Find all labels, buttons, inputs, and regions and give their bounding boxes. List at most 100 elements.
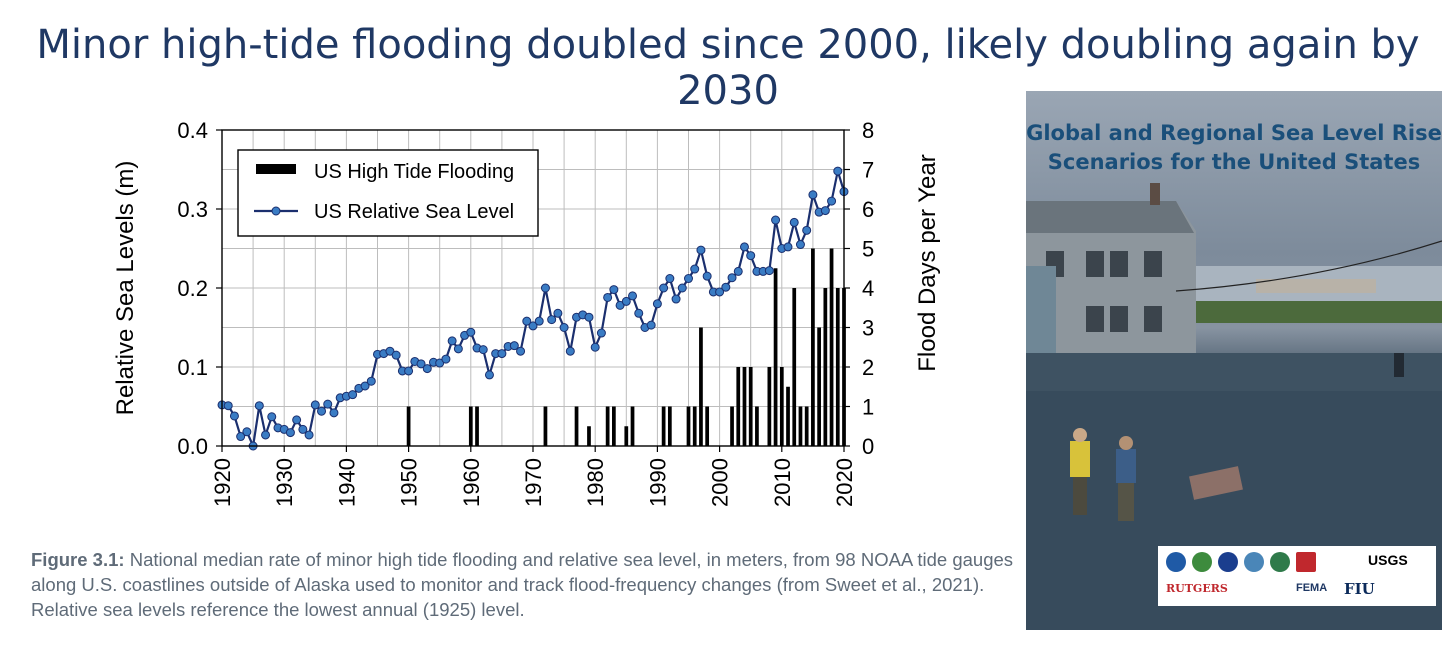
y2-tick-label: 7: [862, 158, 874, 183]
flood-bar: [705, 406, 710, 446]
sea-level-point: [746, 251, 756, 261]
agency-logo-strip: USGS RUTGERS FEMA FIU: [1158, 546, 1436, 606]
x-tick-label: 2020: [832, 458, 857, 507]
sea-level-point: [771, 215, 781, 225]
epa-logo-icon: [1192, 552, 1212, 572]
army-corps-logo-icon: [1296, 552, 1316, 572]
sea-level-point: [596, 328, 606, 338]
sea-level-point: [292, 415, 302, 425]
flood-bar: [699, 327, 703, 446]
sea-level-point: [223, 401, 233, 411]
sea-level-point: [789, 217, 799, 227]
sea-level-point: [323, 399, 333, 409]
y-tick-label: 0.0: [177, 434, 208, 459]
sea-level-point: [603, 292, 613, 302]
chart-legend: US High Tide Flooding US Relative Sea Lev…: [237, 149, 539, 237]
flood-bar: [661, 406, 666, 446]
flood-bar: [773, 268, 778, 446]
sea-level-point: [553, 308, 563, 318]
sea-level-point: [615, 300, 625, 310]
sea-level-point: [652, 299, 662, 309]
sea-level-point: [696, 245, 706, 255]
sea-level-point: [385, 346, 395, 356]
fiu-logo: FIU: [1344, 580, 1375, 598]
sea-level-point: [509, 341, 519, 351]
sea-level-point: [416, 359, 426, 369]
legend-label-sea-level: US Relative Sea Level: [314, 201, 514, 223]
rutgers-logo: RUTGERS: [1166, 582, 1228, 595]
x-tick-label: 1960: [459, 458, 484, 507]
flood-bar: [767, 367, 772, 446]
headline: Minor high-tide flooding doubled since 2…: [36, 22, 1420, 114]
sea-level-point: [435, 358, 445, 368]
flood-bar: [730, 406, 734, 446]
sea-level-point: [665, 274, 675, 284]
flood-bar: [468, 406, 473, 446]
flood-bar: [804, 406, 809, 446]
sea-level-point: [559, 323, 569, 332]
cover-title: Global and Regional Sea Level Rise Scena…: [1026, 119, 1442, 177]
sea-level-point: [329, 408, 339, 418]
flood-bar: [823, 288, 828, 446]
sea-level-point: [422, 364, 432, 374]
flood-bar: [667, 406, 672, 446]
x-tick-label: 1990: [645, 458, 670, 507]
sea-level-point: [528, 321, 538, 331]
sea-level-point: [721, 282, 731, 292]
flood-bar: [829, 248, 834, 446]
sea-level-point: [317, 406, 327, 416]
flood-bar: [611, 406, 616, 446]
sea-level-point: [304, 430, 314, 440]
sea-level-point: [715, 287, 725, 297]
x-tick-label: 1980: [583, 458, 608, 507]
sea-level-point: [310, 400, 320, 410]
cover-title-line2: Scenarios for the United States: [1047, 150, 1421, 174]
y-axis-label: Relative Sea Levels (m): [112, 161, 139, 416]
legend-label-flooding: US High Tide Flooding: [314, 161, 514, 183]
flood-bar: [543, 406, 548, 446]
flood-bar: [587, 426, 591, 446]
x-tick-label: 1970: [521, 458, 546, 507]
flood-bar: [779, 367, 784, 446]
sea-level-point: [739, 242, 749, 252]
report-cover-image: Global and Regional Sea Level Rise Scena…: [1026, 91, 1442, 630]
sea-level-point: [366, 376, 376, 386]
flood-bar: [748, 367, 753, 446]
flood-bar: [742, 367, 747, 446]
sea-level-flooding-chart: 0.0 0.1 0.2 0.3 0.4 0 1 2 3 4 5 6 7 8 1920 1930 1940 1950…: [112, 118, 941, 507]
y-tick-label: 0.4: [177, 118, 208, 143]
sea-level-point: [628, 291, 638, 301]
sea-level-point: [684, 274, 693, 284]
dod-logo-icon: [1244, 552, 1264, 572]
flood-bar: [811, 248, 815, 446]
flood-bars: [406, 248, 846, 446]
sea-level-point: [540, 283, 550, 293]
x-tick-label: 1940: [334, 458, 359, 507]
usgs-logo: USGS: [1368, 552, 1408, 568]
sea-level-point: [783, 242, 793, 252]
y2-tick-label: 5: [862, 237, 874, 262]
flood-bar: [605, 406, 610, 446]
sea-level-point: [609, 285, 619, 295]
y2-tick-label: 0: [862, 434, 874, 459]
sea-level-point: [590, 342, 600, 352]
sea-level-point: [298, 424, 308, 434]
sea-level-point: [820, 206, 830, 216]
y2-tick-label: 8: [862, 118, 874, 143]
sea-level-point: [702, 271, 712, 281]
sea-level-point: [833, 166, 843, 176]
sea-level-point: [808, 190, 818, 200]
flood-bar: [574, 406, 579, 446]
chart-axes: 0.0 0.1 0.2 0.3 0.4 0 1 2 3 4 5 6 7 8 1920 1930 1940 1950…: [112, 118, 941, 507]
sea-level-point: [261, 430, 271, 440]
sea-level-point: [404, 366, 414, 376]
x-tick-label: 2010: [770, 458, 795, 507]
sea-level-point: [565, 346, 575, 356]
flood-bar: [798, 406, 803, 446]
flood-bar: [686, 406, 691, 446]
sea-level-point: [802, 225, 812, 235]
noaa-logo-icon: [1166, 552, 1186, 572]
sea-level-point: [478, 345, 488, 355]
sea-level-point: [690, 264, 700, 274]
sea-level-line: [217, 166, 849, 451]
